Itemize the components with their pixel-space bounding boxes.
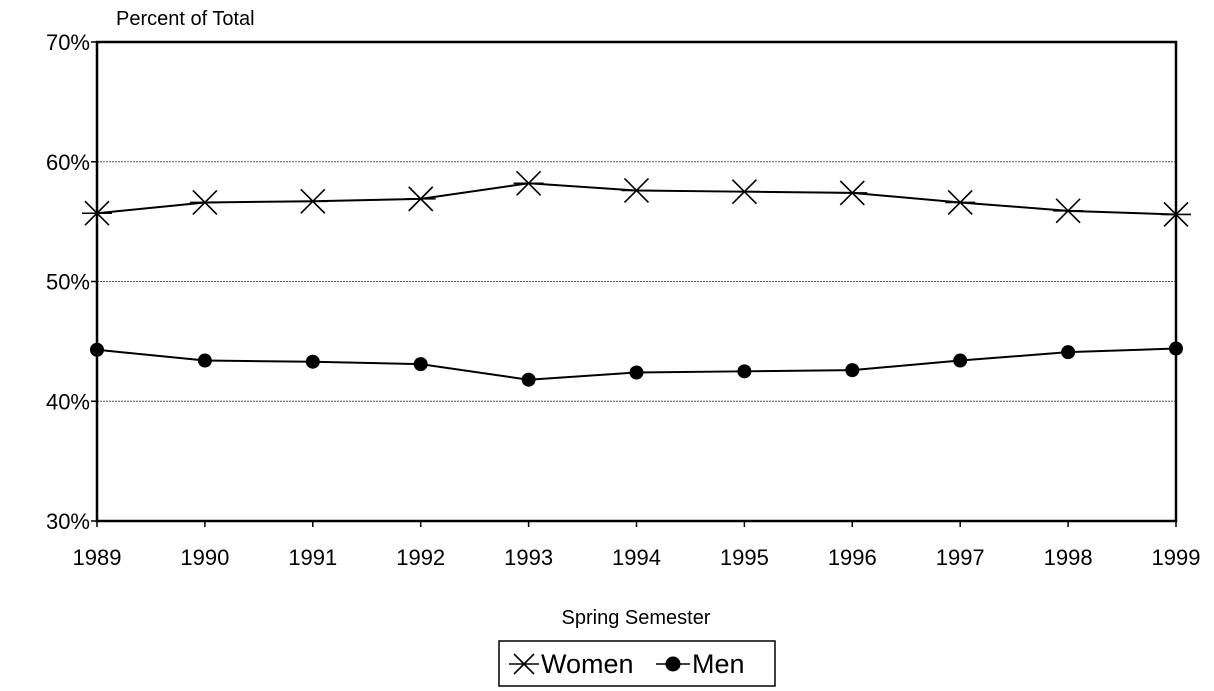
series-group — [82, 170, 1191, 387]
data-point-men — [305, 354, 320, 369]
data-point-women — [405, 186, 436, 212]
legend-marker-men — [656, 656, 690, 672]
legend-box — [498, 640, 776, 687]
x-tick-label: 1993 — [504, 545, 553, 570]
plot-area-frame — [95, 40, 1178, 523]
data-point-men — [521, 372, 536, 387]
x-tick-label: 1997 — [936, 545, 985, 570]
data-point-women — [513, 170, 544, 196]
data-point-women — [729, 179, 760, 205]
legend-label-women: Women — [541, 649, 634, 679]
legend-marker-women — [509, 653, 539, 675]
legend: Women Men — [498, 640, 776, 687]
data-point-women — [189, 189, 220, 216]
data-point-men — [197, 353, 212, 368]
data-point-men — [1061, 345, 1076, 360]
data-point-men — [1169, 341, 1183, 356]
x-axis-title: Spring Semester — [562, 607, 711, 629]
y-tick-label: 60% — [46, 150, 90, 175]
x-tick-label: 1989 — [73, 545, 122, 570]
gridlines — [97, 161, 1176, 402]
x-tick-label: 1990 — [180, 545, 229, 570]
legend-label-men: Men — [692, 649, 745, 679]
x-tick-label: 1994 — [612, 545, 661, 570]
data-point-women — [297, 188, 328, 214]
data-point-men — [845, 363, 860, 378]
data-point-men — [737, 364, 752, 379]
data-point-men — [90, 342, 104, 357]
data-point-women — [82, 200, 112, 226]
y-axis-title: Percent of Total — [116, 8, 255, 30]
x-tick-label: 1992 — [396, 545, 445, 570]
y-tick-label: 40% — [46, 389, 90, 414]
y-axis: 70% 60% 50% 40% 30% — [46, 30, 97, 534]
x-axis: 1989 1990 1991 1992 1993 1994 1995 1996 1997 1998… — [73, 521, 1201, 570]
x-tick-label: 1991 — [288, 545, 337, 570]
data-point-women — [621, 177, 652, 204]
data-point-men — [629, 365, 644, 380]
y-tick-label: 70% — [46, 30, 90, 55]
x-tick-label: 1995 — [720, 545, 769, 570]
series-line-women — [96, 182, 1177, 216]
data-point-women — [837, 180, 868, 206]
data-point-women — [945, 189, 976, 216]
x-tick-label: 1999 — [1152, 545, 1201, 570]
data-point-men — [413, 357, 428, 372]
y-tick-label: 50% — [46, 270, 90, 295]
y-tick-label: 30% — [46, 509, 90, 534]
data-point-women — [1161, 201, 1191, 228]
x-tick-label: 1996 — [828, 545, 877, 570]
data-point-women — [1053, 198, 1084, 224]
x-tick-label: 1998 — [1044, 545, 1093, 570]
data-point-men — [953, 353, 968, 368]
